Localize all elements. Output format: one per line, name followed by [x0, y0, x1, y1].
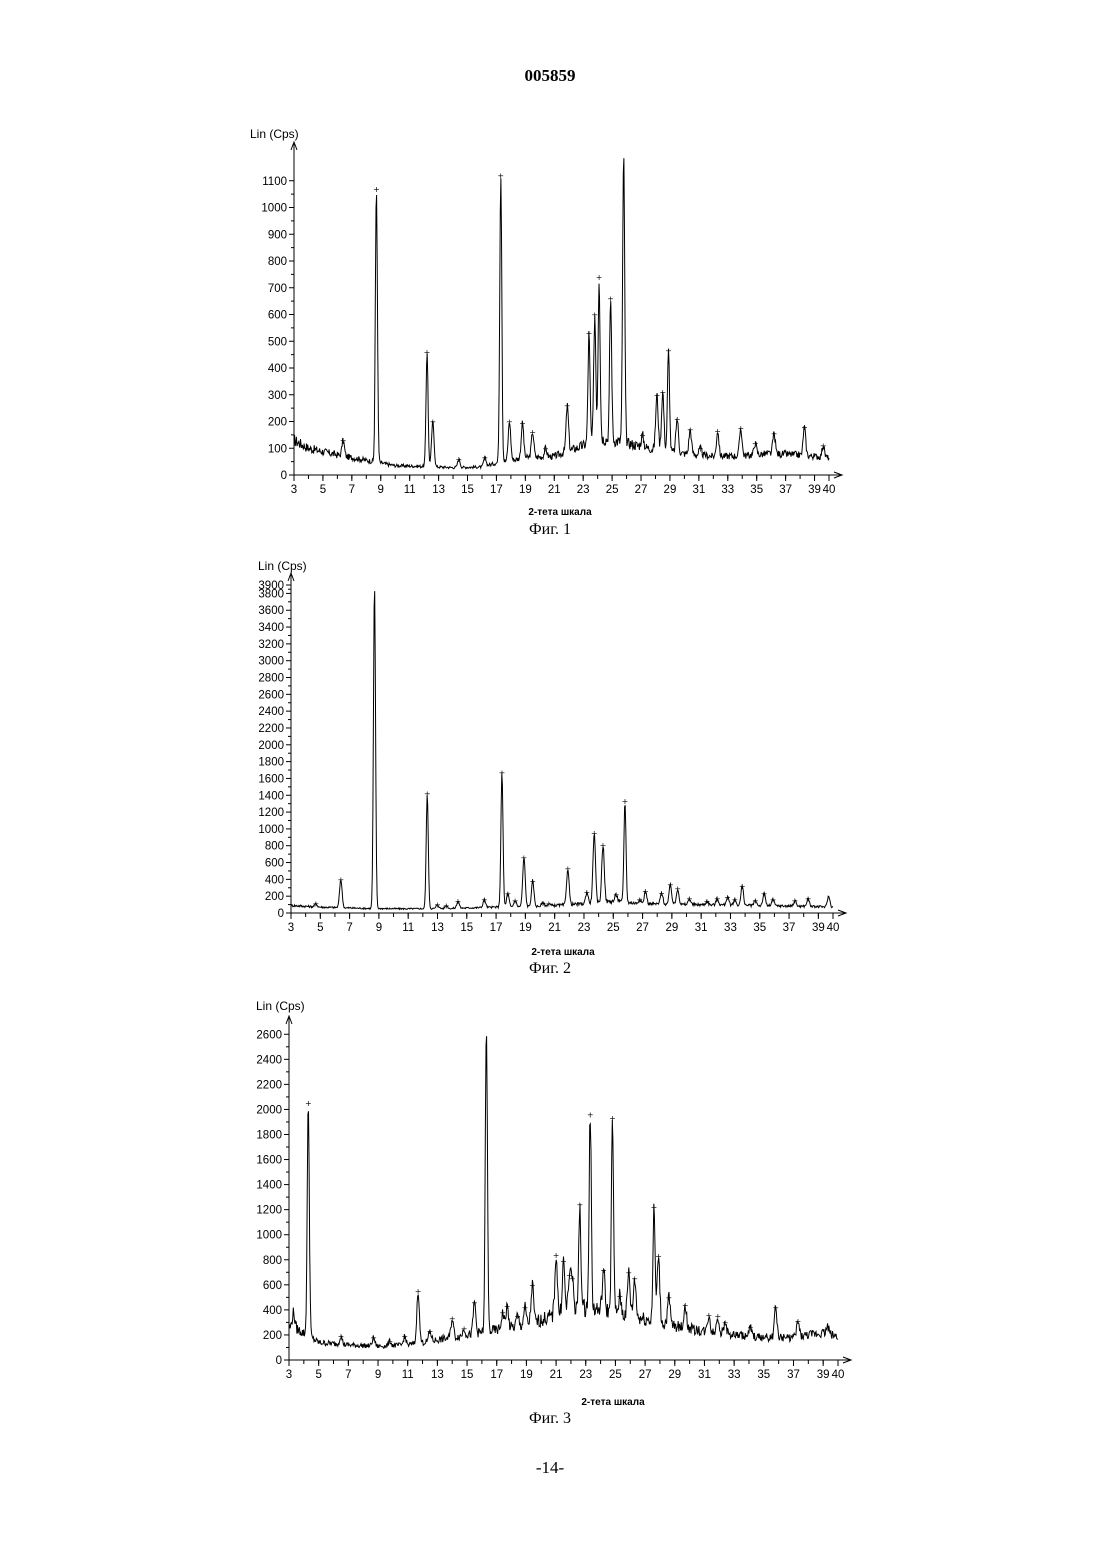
peak-marker: +	[415, 1287, 422, 1296]
peak-marker: +	[609, 1114, 616, 1123]
peak-marker: +	[747, 1323, 754, 1332]
y-tick-label: 400	[263, 1305, 282, 1317]
x-tick-label: 17	[490, 1369, 503, 1381]
peak-marker: +	[631, 1275, 638, 1284]
peak-marker: +	[305, 1099, 312, 1108]
peak-marker: +	[576, 1201, 583, 1210]
y-tick-label: 200	[263, 1330, 282, 1342]
peak-marker: +	[514, 1312, 521, 1321]
peak-marker: +	[655, 1252, 662, 1261]
peak-marker: +	[722, 1318, 729, 1327]
y-tick-label: 600	[263, 1280, 282, 1292]
diffraction-trace	[289, 1036, 838, 1348]
peak-marker: +	[427, 1327, 434, 1336]
x-tick-label: 39	[817, 1369, 830, 1381]
peak-marker: +	[529, 1281, 536, 1290]
x-tick-label: 3	[286, 1369, 292, 1381]
peak-marker: +	[706, 1311, 713, 1320]
y-tick-label: 2000	[256, 1104, 282, 1116]
x-tick-label: 11	[402, 1369, 414, 1381]
x-tick-label: 9	[375, 1369, 381, 1381]
peak-marker: +	[449, 1315, 456, 1324]
x-axis-label: 2-тета шкала	[581, 1397, 645, 1408]
peak-marker: +	[553, 1251, 560, 1260]
peak-marker: +	[651, 1203, 658, 1212]
peak-marker: +	[600, 1266, 607, 1275]
peak-marker: +	[370, 1333, 377, 1342]
peak-marker: +	[338, 1332, 345, 1341]
peak-marker: +	[795, 1317, 802, 1326]
y-tick-label: 800	[263, 1255, 282, 1267]
x-tick-label: 23	[579, 1369, 592, 1381]
x-tick-label: 29	[668, 1369, 681, 1381]
y-tick-label: 1800	[256, 1129, 282, 1141]
peak-marker: +	[522, 1303, 529, 1312]
x-tick-label: 31	[698, 1369, 711, 1381]
peak-marker: +	[714, 1312, 721, 1321]
y-tick-label: 2200	[256, 1079, 282, 1091]
figure-caption: Фиг. 3	[529, 1410, 571, 1427]
peak-marker: +	[617, 1292, 624, 1301]
x-tick-label: 35	[757, 1369, 770, 1381]
x-tick-label: 37	[787, 1369, 800, 1381]
y-tick-label: 2400	[256, 1054, 282, 1066]
y-tick-label: 1600	[256, 1155, 282, 1167]
x-tick-label: 27	[639, 1369, 652, 1381]
x-tick-label: 33	[728, 1369, 741, 1381]
y-tick-label: 2600	[256, 1029, 282, 1041]
peak-marker: +	[461, 1325, 468, 1334]
x-tick-label: 7	[345, 1369, 351, 1381]
x-tick-label: 40	[832, 1369, 845, 1381]
peak-marker: +	[569, 1275, 576, 1284]
x-tick-label: 21	[550, 1369, 563, 1381]
x-tick-label: 25	[609, 1369, 622, 1381]
peak-marker: +	[387, 1337, 394, 1346]
y-axis-label: Lin (Cps)	[256, 999, 305, 1013]
peak-marker: +	[665, 1293, 672, 1302]
peak-marker: +	[504, 1302, 511, 1311]
y-tick-label: 1400	[256, 1180, 282, 1192]
peak-marker: +	[560, 1257, 567, 1266]
peak-marker: +	[587, 1110, 594, 1119]
peak-marker: +	[682, 1301, 689, 1310]
y-tick-label: 0	[276, 1355, 282, 1367]
peak-marker: +	[471, 1298, 478, 1307]
x-tick-label: 5	[315, 1369, 321, 1381]
y-tick-label: 1200	[256, 1205, 282, 1217]
peak-marker: +	[772, 1303, 779, 1312]
peak-marker: +	[401, 1332, 408, 1341]
y-tick-label: 1000	[256, 1230, 282, 1242]
x-tick-label: 13	[431, 1369, 444, 1381]
page-number: -14-	[0, 1458, 1100, 1478]
x-tick-label: 15	[461, 1369, 474, 1381]
x-tick-label: 19	[520, 1369, 533, 1381]
